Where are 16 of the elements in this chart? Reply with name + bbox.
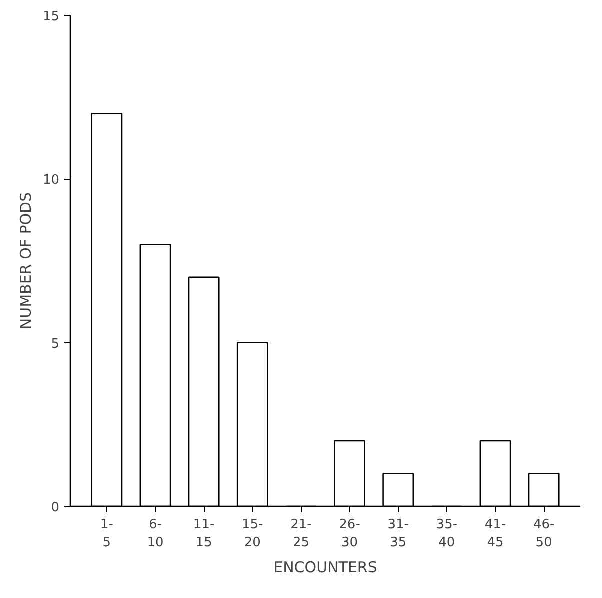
x-tick-label: 31- 35 — [388, 518, 410, 550]
x-tick-label: 35- 40 — [436, 518, 458, 550]
y-tick-label: 0 — [51, 500, 60, 516]
x-tick-label: 11- 15 — [193, 518, 215, 550]
y-axis-title: NUMBER OF PODS — [16, 192, 35, 330]
x-tick-label: 46- 50 — [533, 518, 555, 550]
x-tick-label: 41- 45 — [484, 518, 506, 550]
y-tick-label: 15 — [42, 10, 60, 24]
x-tick-label: 26- 30 — [339, 518, 361, 550]
x-tick-label: 1- 5 — [100, 518, 114, 550]
x-axis-title: ENCOUNTERS — [274, 558, 378, 576]
x-tick-label: 15- 20 — [242, 518, 264, 550]
x-tick-label: 21- 25 — [290, 518, 312, 550]
y-tick-label: 5 — [51, 336, 60, 352]
x-tick-label: 6- 10 — [147, 518, 164, 550]
y-tick-label: 10 — [42, 173, 60, 188]
